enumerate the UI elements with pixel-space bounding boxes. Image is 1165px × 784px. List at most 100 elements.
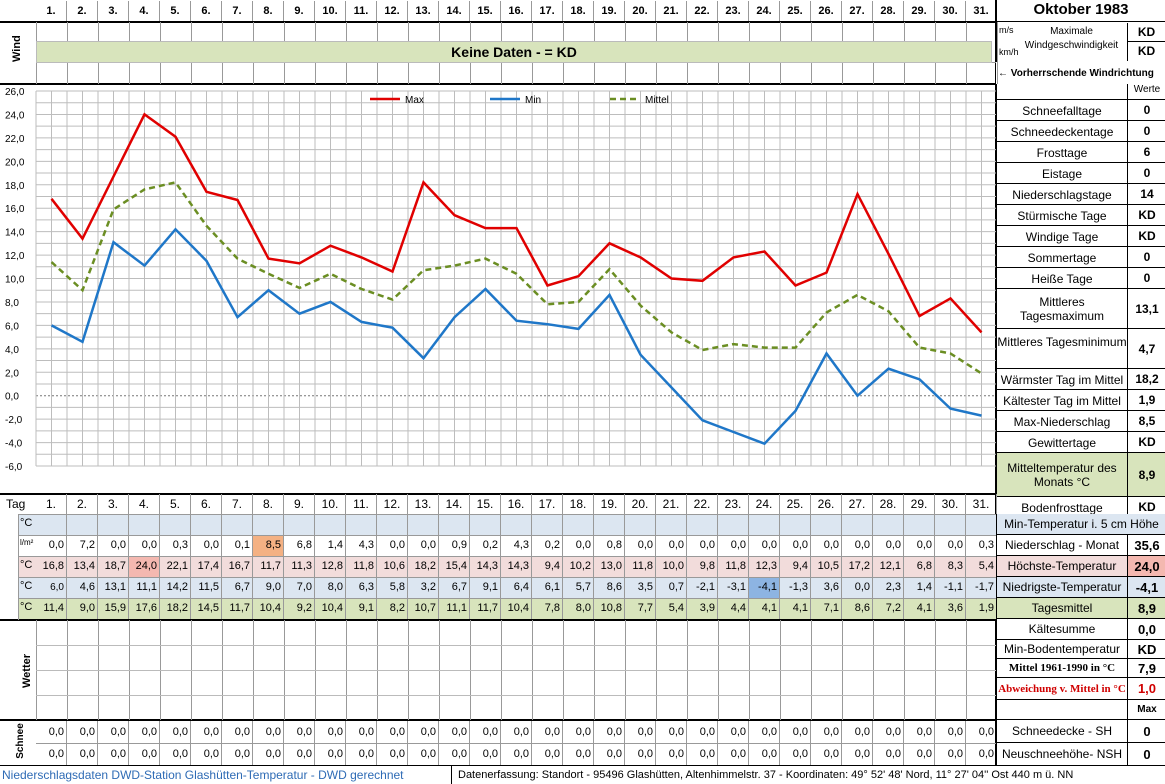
table-cell: 1,9: [978, 602, 994, 614]
table-cell: 0,0: [823, 539, 839, 551]
table-cell: 9,4: [544, 560, 560, 572]
summary-row-new-snow-nsh: Neuschneehöhe- NSH 0: [996, 743, 1165, 766]
table-cell: 9,1: [358, 602, 374, 614]
day-number: 28.: [873, 494, 904, 514]
cell-border: [903, 577, 904, 598]
cell-border: [376, 721, 377, 743]
day-number: 21.: [656, 494, 687, 514]
summary-label: Schneedecke - SH: [1011, 724, 1113, 738]
cell-border: [810, 598, 811, 619]
cell-border: [593, 535, 594, 556]
summary-label: Niedrigste-Temperatur: [1002, 580, 1122, 594]
day-number: 10.: [315, 1, 346, 21]
day-number: 7.: [222, 494, 253, 514]
cell-border: [872, 535, 873, 556]
cell-border: [655, 743, 656, 765]
day-number: 7.: [222, 1, 253, 21]
snow-cell: 0,0: [451, 748, 467, 760]
summary-value: 0: [1127, 720, 1165, 742]
cell-border: [469, 577, 470, 598]
cell-border: [190, 556, 191, 577]
table-cell: 10,0: [662, 560, 684, 572]
row-unit: °C: [20, 559, 33, 571]
table-cell: 15,4: [445, 560, 467, 572]
summary-label: Mittel 1961-1990 in °C: [1008, 662, 1116, 674]
table-cell: 0,0: [48, 539, 64, 551]
table-cell: 12,8: [321, 560, 343, 572]
cell-border: [717, 598, 718, 619]
cell-border: [66, 535, 67, 556]
table-cell: 7,0: [296, 581, 312, 593]
y-tick-label: 10,0: [5, 275, 25, 286]
series-line-max: [50, 112, 983, 334]
stat-label: Mittleres Tagesminimum: [997, 335, 1127, 349]
day-header-bottom: 1. 2. 3. 4. 5. 6. 7. 8. 9. 10. 11. 12. 13. 14. 15. 16. 1…: [36, 494, 997, 514]
table-cell: 6,7: [234, 581, 250, 593]
cell-border: [376, 743, 377, 765]
table-cell: 8,0: [327, 581, 343, 593]
wind-grid-line: [997, 22, 998, 84]
cell-border: [252, 743, 253, 765]
snow-cell: 0,0: [482, 726, 498, 738]
summary-row-snow-cover-sh: Schneedecke - SH 0: [996, 720, 1165, 743]
day-number: 1.: [36, 1, 67, 21]
cell-border: [686, 514, 687, 535]
table-cell: 5,4: [978, 560, 994, 572]
snow-cell: 0,0: [947, 726, 963, 738]
cell-border: [345, 556, 346, 577]
table-cell: 0,0: [885, 539, 901, 551]
cell-border: [810, 514, 811, 535]
cell-border: [748, 556, 749, 577]
table-cell: 24,0: [129, 557, 159, 577]
day-number: 6.: [191, 494, 222, 514]
y-tick-label: 12,0: [5, 251, 25, 262]
cell-border: [500, 556, 501, 577]
summary-label: Tagesmittel: [1031, 601, 1093, 615]
stat-value: 8,9: [1127, 453, 1165, 496]
summary-row-lowest-temp: Niedrigste-Temperatur -4,1: [996, 577, 1165, 598]
table-cell: 6,8: [916, 560, 932, 572]
cell-border: [965, 721, 966, 743]
snow-cell: 0,0: [854, 726, 870, 738]
day-number: 16.: [501, 494, 532, 514]
day-number: 15.: [470, 494, 501, 514]
cell-border: [345, 721, 346, 743]
snow-cell: 0,0: [141, 748, 157, 760]
day-number: 31.: [966, 494, 997, 514]
table-cell: -2,1: [696, 581, 715, 593]
cell-border: [314, 598, 315, 619]
day-number: 2.: [67, 1, 98, 21]
cell-border: [252, 556, 253, 577]
cell-border: [717, 535, 718, 556]
stat-value: 18,2: [1127, 369, 1165, 389]
tag-label: Tag: [6, 497, 26, 511]
cell-border: [407, 556, 408, 577]
summary-label: Min-Temperatur i. 5 cm Höhe: [1004, 517, 1159, 531]
legend-label: Mittel: [645, 95, 669, 106]
cell-border: [779, 721, 780, 743]
cell-border: [438, 556, 439, 577]
day-header-top: [0, 0, 996, 22]
table-cell: 6,3: [358, 581, 374, 593]
cell-border: [159, 556, 160, 577]
cell-border: [872, 598, 873, 619]
summary-value: Max: [1127, 700, 1165, 719]
cell-border: [841, 514, 842, 535]
snow-cell: 0,0: [327, 726, 343, 738]
stat-label: Bodenfrosttage: [1021, 500, 1103, 515]
cell-border: [934, 514, 935, 535]
summary-label: Kältesumme: [1028, 622, 1096, 636]
stat-row-frost-days: Frosttage 6: [996, 142, 1165, 163]
cell-border: [128, 514, 129, 535]
table-cell: 16,7: [228, 560, 250, 572]
cell-border: [66, 514, 67, 535]
day-number: 13.: [408, 1, 439, 21]
snow-cell: 0,0: [327, 748, 343, 760]
cell-border: [624, 535, 625, 556]
cell-border: [345, 743, 346, 765]
snow-cell: 0,0: [668, 726, 684, 738]
table-cell: 0,3: [172, 539, 188, 551]
stat-label: Stürmische Tage: [1017, 208, 1107, 223]
snow-cell: 0,0: [389, 748, 405, 760]
stat-value: 0: [1127, 268, 1165, 288]
